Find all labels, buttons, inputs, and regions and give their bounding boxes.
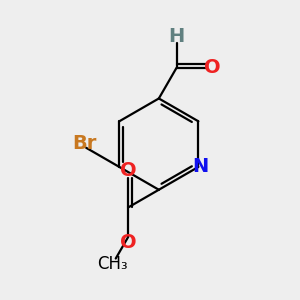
- Text: CH₃: CH₃: [98, 255, 128, 273]
- Text: H: H: [168, 28, 184, 46]
- Text: Br: Br: [73, 134, 97, 153]
- Text: O: O: [120, 161, 136, 180]
- Text: O: O: [120, 233, 136, 252]
- Text: N: N: [193, 158, 209, 176]
- Text: O: O: [204, 58, 221, 77]
